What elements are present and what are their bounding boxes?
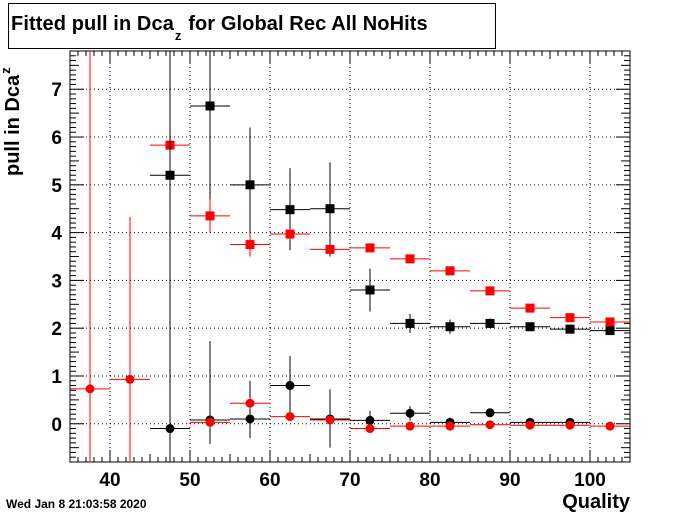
x-tick-label: 100 — [574, 470, 606, 491]
data-point-circle — [85, 384, 95, 394]
chart-title-subscript: z — [174, 28, 182, 43]
y-tick-label: 7 — [51, 80, 62, 101]
x-tick-label: 80 — [419, 470, 440, 491]
data-point-circle — [405, 421, 415, 431]
data-point-square — [605, 317, 615, 327]
data-point-square — [245, 240, 255, 250]
plot-frame — [69, 50, 631, 463]
data-point-square — [405, 318, 415, 328]
data-point-square — [325, 204, 335, 214]
y-axis-label-subscript: z — [0, 67, 13, 74]
y-tick-label: 5 — [51, 176, 62, 197]
chart-title: Fitted pull in Dcaz for Global Rec All N… — [11, 13, 428, 43]
title-box: Fitted pull in Dcaz for Global Rec All N… — [8, 3, 496, 49]
grid-lines — [70, 51, 630, 462]
data-point-circle — [285, 381, 295, 391]
data-point-square — [205, 211, 215, 221]
axis-ticks — [70, 50, 630, 463]
chart-title-main: Fitted pull in Dca — [11, 13, 174, 35]
data-point-square — [285, 229, 295, 239]
series-2 — [150, 51, 590, 462]
data-point-square — [285, 205, 295, 215]
data-point-square — [365, 285, 375, 295]
x-tick-label: 40 — [99, 470, 120, 491]
data-point-circle — [525, 420, 535, 430]
data-point-square — [445, 322, 455, 332]
y-tick-label: 0 — [51, 415, 62, 436]
x-axis-label: Quality — [562, 491, 630, 513]
data-point-square — [405, 254, 415, 264]
y-tick-label: 4 — [51, 224, 62, 245]
data-point-circle — [245, 414, 255, 424]
data-point-square — [205, 101, 215, 111]
series-0 — [150, 51, 630, 336]
chart-title-rest: for Global Rec All NoHits — [188, 13, 428, 35]
data-point-square — [605, 326, 615, 336]
series-1 — [150, 97, 630, 327]
x-tick-label: 50 — [179, 470, 200, 491]
data-marks — [70, 51, 630, 462]
data-point-circle — [205, 417, 215, 427]
y-tick-label: 1 — [51, 367, 62, 388]
y-axis-label-main: pull in Dca — [2, 74, 24, 176]
data-point-square — [365, 243, 375, 253]
data-point-circle — [125, 374, 135, 384]
x-tick-label: 60 — [259, 470, 280, 491]
y-tick-label: 3 — [51, 271, 62, 292]
data-point-circle — [605, 421, 615, 431]
data-point-circle — [445, 421, 455, 431]
data-point-square — [525, 322, 535, 332]
data-point-circle — [245, 398, 255, 408]
data-point-square — [565, 324, 575, 334]
data-point-circle — [405, 408, 415, 418]
y-axis-label: pull in Dcaz — [0, 67, 25, 176]
x-tick-label: 70 — [339, 470, 360, 491]
data-point-circle — [285, 412, 295, 422]
y-tick-label: 6 — [51, 128, 62, 149]
data-point-circle — [325, 415, 335, 425]
data-point-square — [485, 286, 495, 296]
data-point-circle — [485, 420, 495, 430]
data-point-square — [445, 266, 455, 276]
data-point-square — [485, 318, 495, 328]
data-point-square — [525, 303, 535, 313]
data-point-circle — [365, 424, 375, 434]
data-point-circle — [365, 415, 375, 425]
data-point-circle — [565, 420, 575, 430]
tick-labels: 40 50 60 70 80 90 100 0 1 2 3 4 5 6 7 — [51, 80, 605, 491]
datestamp: Wed Jan 8 21:03:58 2020 — [6, 497, 147, 511]
data-point-circle — [485, 408, 495, 418]
data-point-square — [325, 244, 335, 254]
y-tick-label: 2 — [51, 319, 62, 340]
data-point-circle — [165, 424, 175, 434]
data-point-square — [245, 180, 255, 190]
x-tick-label: 90 — [499, 470, 520, 491]
data-point-square — [565, 313, 575, 323]
series-3 — [70, 51, 630, 462]
